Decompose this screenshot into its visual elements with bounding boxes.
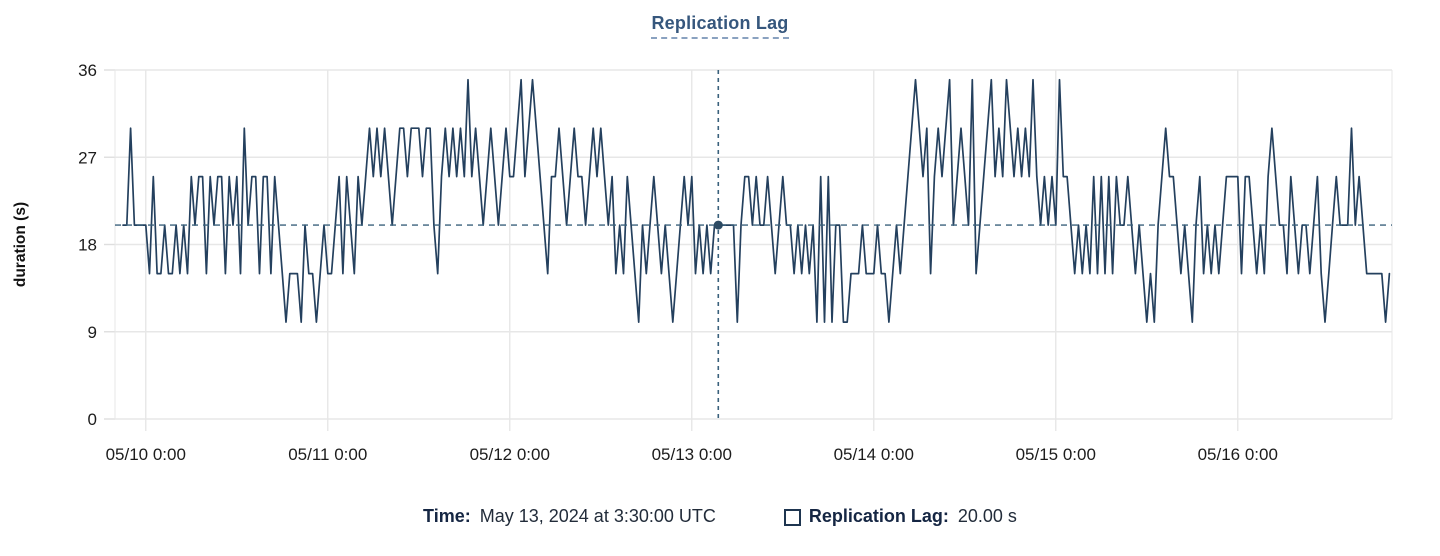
selected-point-dot: [713, 220, 723, 230]
svg-text:05/16 0:00: 05/16 0:00: [1198, 445, 1278, 464]
series-label: Replication Lag:: [808, 506, 949, 526]
svg-text:05/15 0:00: 05/15 0:00: [1016, 445, 1096, 464]
x-tick-labels: 05/10 0:00 05/11 0:00 05/12 0:00 05/13 0:00…: [106, 445, 1278, 464]
y-tick-labels: 0 9 18 27 36: [78, 61, 97, 429]
time-value: May 13, 2024 at 3:30:00 UTC: [479, 506, 716, 526]
svg-text:duration (s): duration (s): [12, 202, 29, 287]
svg-text:18: 18: [78, 236, 97, 255]
series-swatch-icon: [783, 509, 801, 526]
svg-text:27: 27: [78, 148, 97, 167]
y-axis-title: duration (s): [12, 202, 29, 287]
chart-title-legend-item[interactable]: Replication Lag: [651, 13, 789, 39]
svg-text:05/14 0:00: 05/14 0:00: [834, 445, 914, 464]
svg-text:05/12 0:00: 05/12 0:00: [470, 445, 550, 464]
y-gridlines: [104, 69, 1392, 420]
series-value: 20.00 s: [957, 506, 1017, 526]
svg-text:36: 36: [78, 61, 97, 80]
svg-text:05/13 0:00: 05/13 0:00: [652, 445, 732, 464]
series-line: [122, 78, 1391, 323]
x-gridlines: [114, 70, 1393, 431]
svg-text:0: 0: [88, 410, 97, 429]
chart-header: Replication Lag: [0, 13, 1440, 39]
hover-readout: Time: May 13, 2024 at 3:30:00 UTC Replic…: [0, 506, 1440, 527]
svg-text:9: 9: [88, 323, 97, 342]
time-label: Time:: [423, 506, 471, 526]
svg-text:05/10 0:00: 05/10 0:00: [106, 445, 186, 464]
svg-text:05/11 0:00: 05/11 0:00: [288, 445, 367, 464]
